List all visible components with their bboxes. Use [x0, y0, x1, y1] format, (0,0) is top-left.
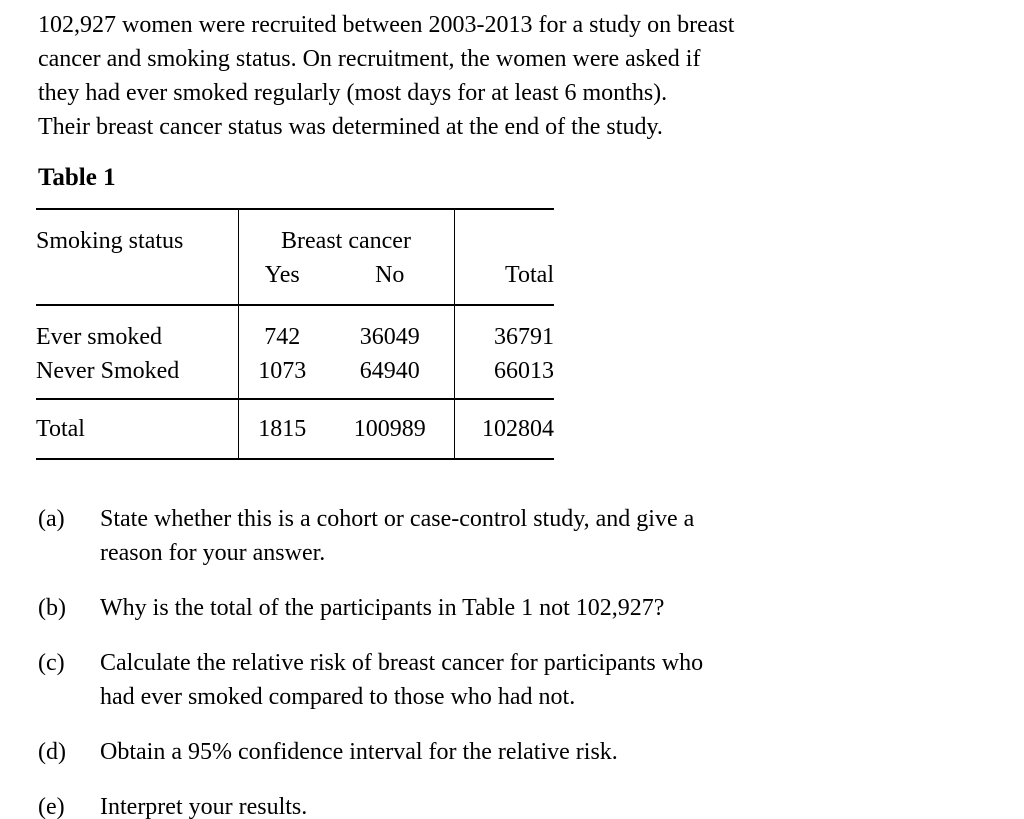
question-text: State whether this is a cohort or case-c…: [100, 502, 996, 570]
question-line: Why is the total of the participants in …: [100, 595, 665, 621]
question-c: (c) Calculate the relative risk of breas…: [38, 646, 996, 714]
question-line: Interpret your results.: [100, 794, 308, 819]
contingency-table: Smoking status Breast cancer Yes No Tota…: [36, 208, 554, 460]
cell-total: 36791: [453, 305, 554, 354]
intro-paragraph: 102,927 women were recruited between 200…: [38, 8, 996, 144]
cell-yes: 1815: [237, 399, 326, 459]
cell-no: 36049: [359, 324, 420, 350]
question-label: (b): [38, 595, 66, 621]
row-label: Never Smoked: [36, 354, 238, 400]
header-spacer-cell: [36, 258, 238, 306]
col-header-total: Total: [453, 258, 554, 306]
question-a: (a) State whether this is a cohort or ca…: [38, 502, 996, 570]
header-spacer-cell: [453, 209, 554, 258]
question-label: (a): [38, 506, 65, 532]
table-header-row-group: Smoking status Breast cancer: [36, 209, 554, 258]
question-e: (e) Interpret your results.: [38, 790, 996, 819]
intro-line: Their breast cancer status was determine…: [38, 114, 663, 140]
question-text: Calculate the relative risk of breast ca…: [100, 646, 996, 714]
row-label: Total: [36, 416, 85, 442]
question-text: Why is the total of the participants in …: [100, 591, 996, 625]
cell-total: 66013: [453, 354, 554, 400]
row-label: Ever smoked: [36, 324, 162, 350]
question-text: Obtain a 95% confidence interval for the…: [100, 735, 996, 769]
table-row-ever-smoked: Ever smoked 742 36049 36791: [36, 305, 554, 354]
cell-no: 100989: [353, 416, 426, 442]
table-header-row-sub: Yes No Total: [36, 258, 554, 306]
question-line: Obtain a 95% confidence interval for the…: [100, 739, 618, 765]
question-line: had ever smoked compared to those who ha…: [100, 684, 576, 710]
question-label: (c): [38, 650, 65, 676]
table-title: Table 1: [38, 164, 116, 191]
question-label: (e): [38, 794, 65, 819]
question-line: State whether this is a cohort or case-c…: [100, 506, 695, 532]
question-label: (d): [38, 739, 66, 765]
question-b: (b) Why is the total of the participants…: [38, 591, 996, 625]
col-header-no: No: [326, 258, 454, 306]
table-row-never-smoked: Never Smoked 1073 64940 66013: [36, 354, 554, 400]
table-row-total: Total 1815 100989 102804: [36, 399, 554, 459]
question-line: reason for your answer.: [100, 540, 326, 566]
cell-total: 102804: [453, 399, 554, 459]
col-header-yes: Yes: [237, 258, 326, 306]
question-list: (a) State whether this is a cohort or ca…: [38, 502, 996, 819]
intro-line: 102,927 women were recruited between 200…: [38, 12, 735, 38]
question-d: (d) Obtain a 95% confidence interval for…: [38, 735, 996, 769]
cell-no: 64940: [326, 354, 454, 400]
question-text: Interpret your results.: [100, 790, 996, 819]
col-group-header-breast-cancer: Breast cancer: [237, 209, 454, 258]
cell-yes: 1073: [237, 354, 326, 400]
intro-line: they had ever smoked regularly (most day…: [38, 80, 668, 106]
question-line: Calculate the relative risk of breast ca…: [100, 650, 704, 676]
cell-yes: 742: [237, 305, 326, 354]
col-header-smoking-status: Smoking status: [36, 228, 184, 254]
intro-line: cancer and smoking status. On recruitmen…: [38, 46, 701, 72]
